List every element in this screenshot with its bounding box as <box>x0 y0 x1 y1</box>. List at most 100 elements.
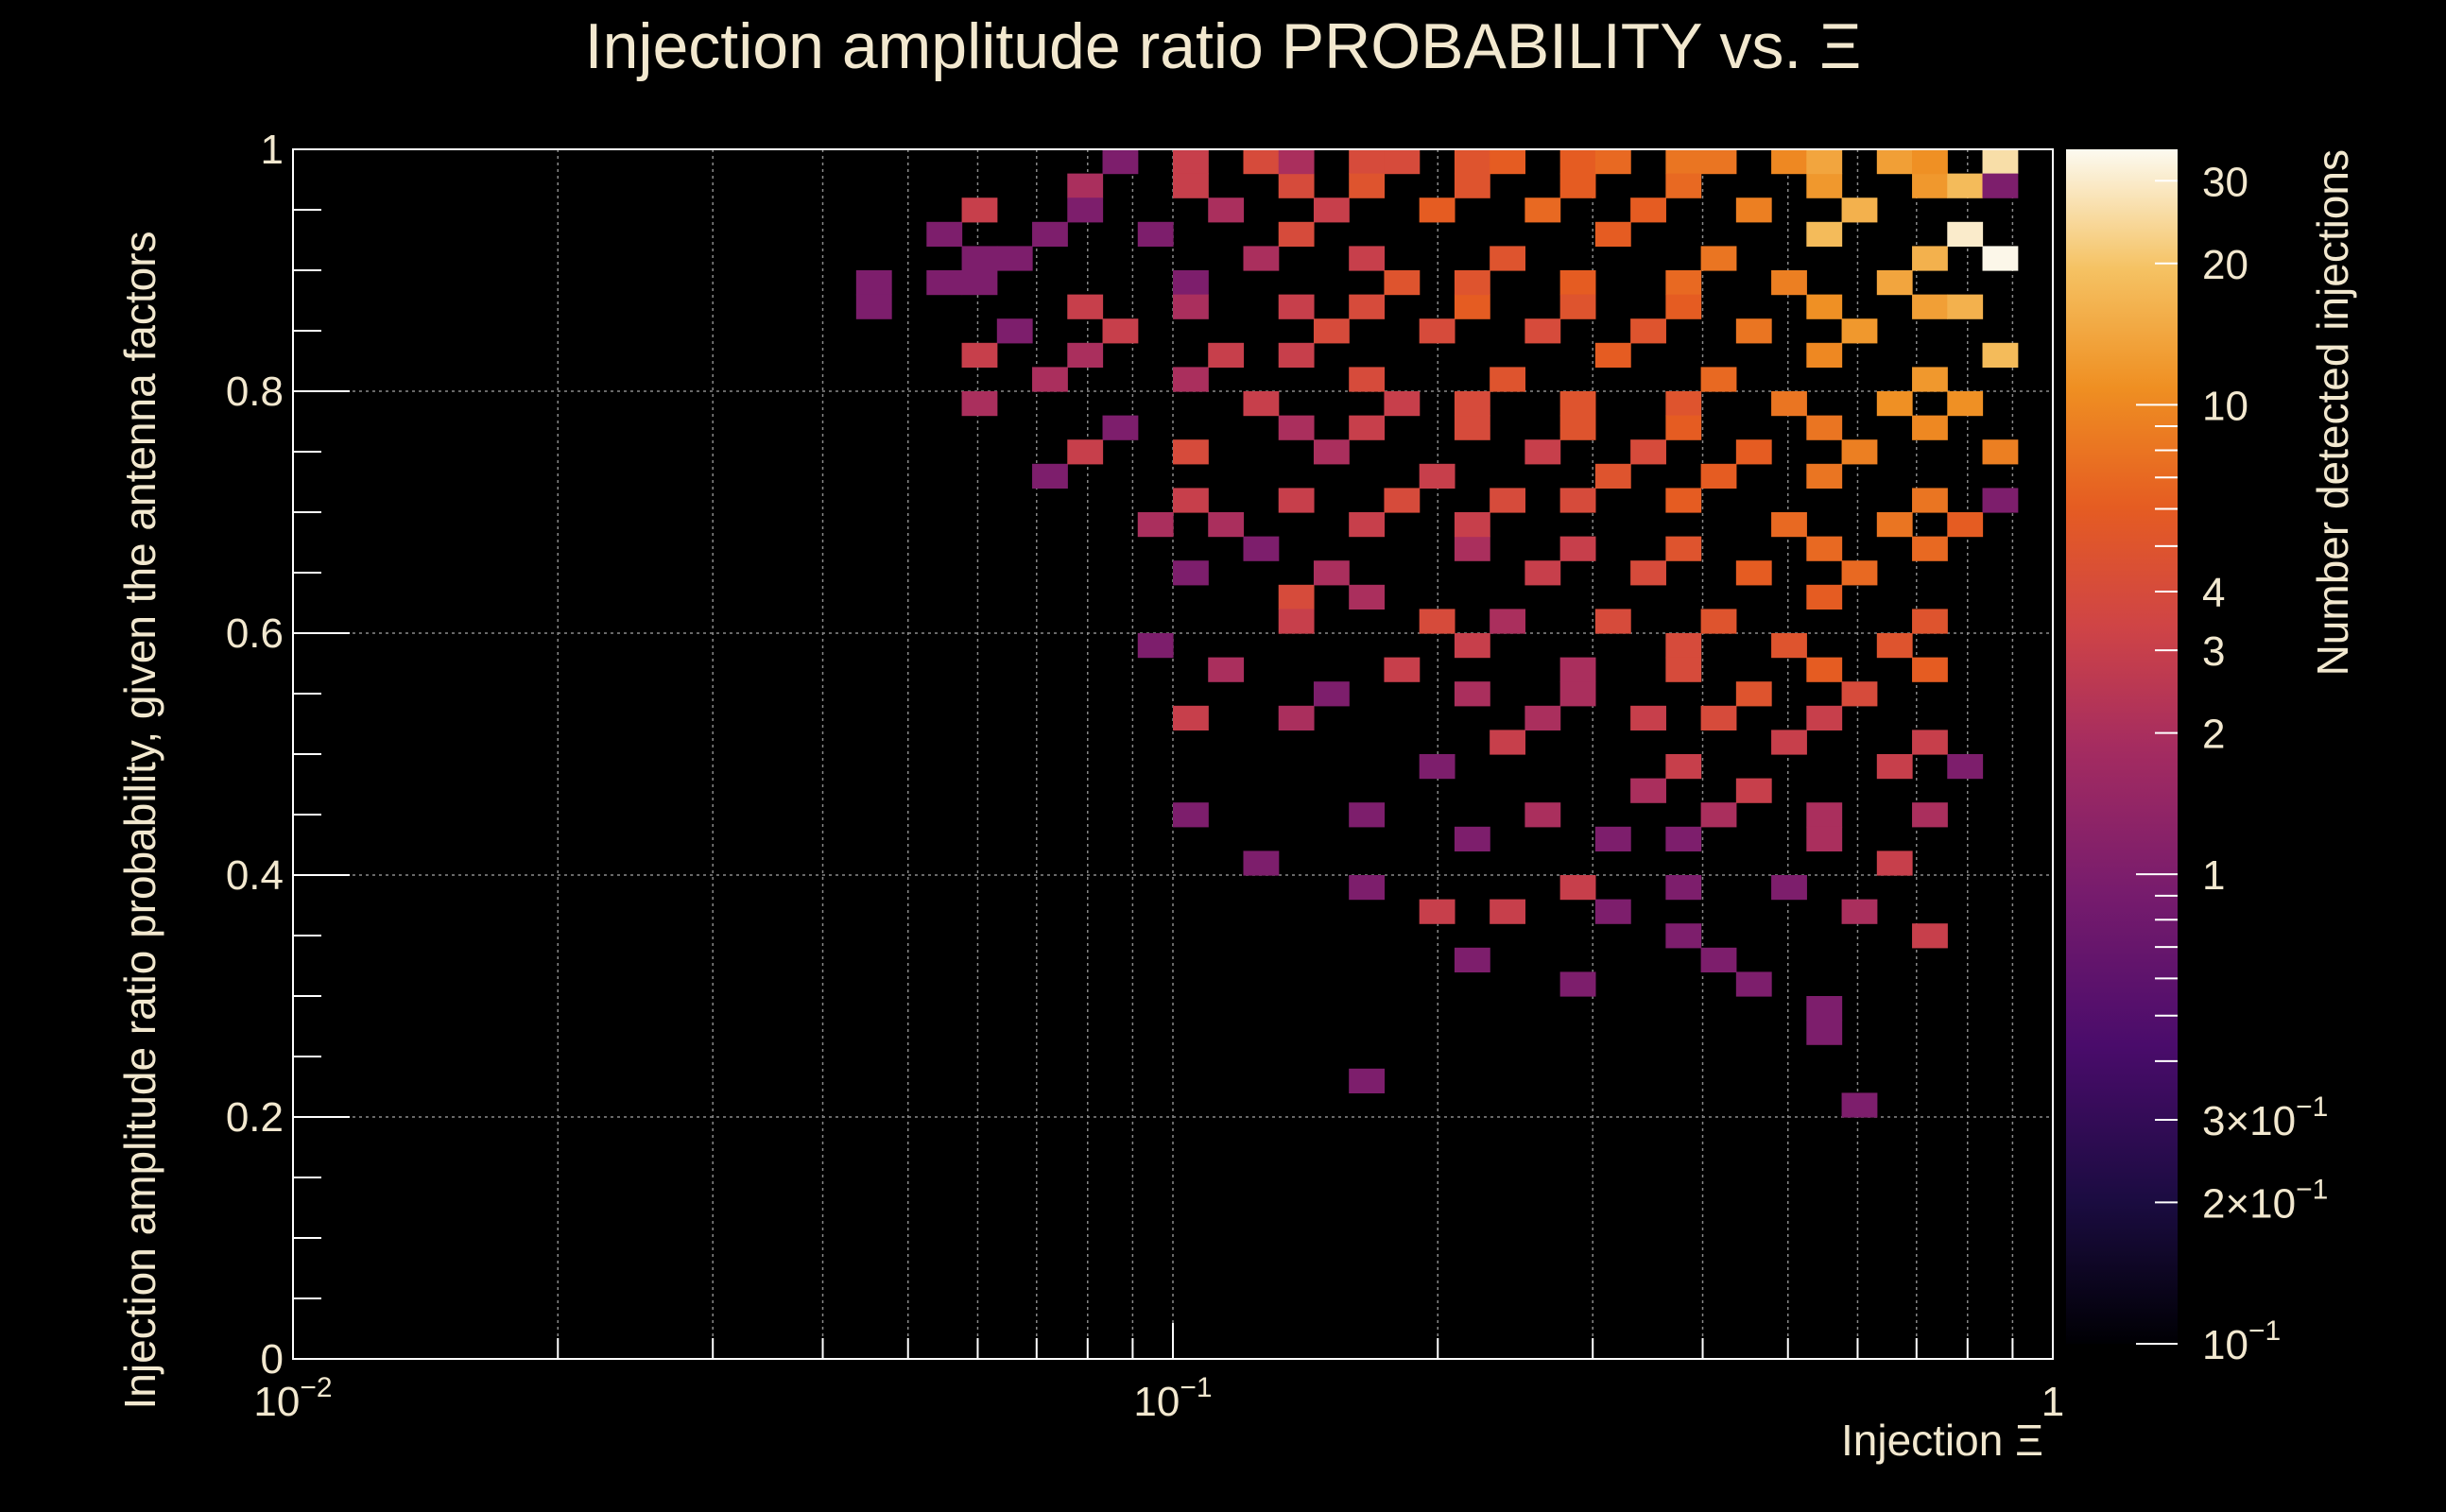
y-tick-label: 0 <box>261 1336 284 1383</box>
heatmap-cell <box>1524 560 1561 586</box>
heatmap-cell <box>1630 198 1666 223</box>
heatmap-cell <box>1912 802 1948 828</box>
heatmap-cell <box>1841 681 1878 707</box>
heatmap-cell <box>1278 705 1315 730</box>
heatmap-cell <box>1912 488 1948 513</box>
heatmap-cell <box>1947 221 1984 247</box>
heatmap-cell <box>1278 415 1315 440</box>
heatmap-cell <box>1700 149 1737 175</box>
heatmap-cell <box>1313 198 1350 223</box>
heatmap-cell <box>1454 512 1490 538</box>
heatmap-cell <box>1384 488 1421 513</box>
y-tick-label: 0.8 <box>226 369 284 415</box>
heatmap-cell <box>1243 246 1280 271</box>
heatmap-cell <box>1594 463 1631 489</box>
heatmap-cell <box>1349 149 1386 175</box>
colorbar-tick-label: 1 <box>2202 852 2225 899</box>
heatmap-cell <box>1806 705 1843 730</box>
heatmap-cell <box>1524 802 1561 828</box>
heatmap-cell <box>1735 198 1772 223</box>
y-axis-title: Injection amplitude ratio probability, g… <box>115 231 164 1409</box>
heatmap-cell <box>1173 488 1209 513</box>
heatmap-cell <box>1665 415 1702 440</box>
heatmap-cell <box>1454 536 1490 561</box>
heatmap-cell <box>1771 270 1807 296</box>
heatmap-cell <box>1700 609 1737 634</box>
heatmap-cell <box>1630 778 1666 803</box>
heatmap-cell <box>1630 318 1666 344</box>
heatmap-cell <box>1559 971 1596 997</box>
heatmap-cell <box>1912 657 1948 682</box>
heatmap-cell <box>1559 149 1596 175</box>
heatmap-cell <box>1102 318 1139 344</box>
heatmap-cell <box>1665 488 1702 513</box>
heatmap-cell <box>1278 173 1315 198</box>
heatmap-cell <box>1208 342 1245 368</box>
heatmap-cell <box>1630 705 1666 730</box>
heatmap-cell <box>1806 536 1843 561</box>
heatmap-cell <box>1771 633 1807 659</box>
heatmap-cell <box>1735 439 1772 465</box>
heatmap-cell <box>1876 149 1913 175</box>
heatmap-cell <box>1349 415 1386 440</box>
heatmap-cell <box>1841 198 1878 223</box>
heatmap-cell <box>1278 149 1315 175</box>
heatmap-cell <box>1806 1020 1843 1045</box>
colorbar-tick-label: 3 <box>2202 628 2225 675</box>
heatmap-cell <box>1208 198 1245 223</box>
colorbar-title: Number detected injections <box>2308 149 2357 676</box>
heatmap-cell <box>1735 681 1772 707</box>
x-axis-title: Injection Ξ <box>1841 1416 2043 1465</box>
colorbar-tick-label: 3×10−1 <box>2202 1091 2328 1144</box>
heatmap-cell <box>1454 633 1490 659</box>
heatmap-cell <box>1454 270 1490 296</box>
heatmap-cell <box>1349 512 1386 538</box>
heatmap-cell <box>1067 439 1104 465</box>
heatmap-cell <box>1912 173 1948 198</box>
y-tick-label: 0.2 <box>226 1094 284 1141</box>
heatmap-cell <box>1665 657 1702 682</box>
heatmap-cell <box>1665 826 1702 851</box>
heatmap-cell <box>1173 270 1209 296</box>
heatmap-cell <box>1594 342 1631 368</box>
heatmap-cell <box>1524 439 1561 465</box>
colorbar-tick-label: 10 <box>2202 383 2248 429</box>
heatmap-cell <box>1806 294 1843 319</box>
heatmap-cell <box>1594 221 1631 247</box>
heatmap-cell <box>1137 633 1174 659</box>
heatmap-cell <box>1278 609 1315 634</box>
colorbar-tick-label: 2×10−1 <box>2202 1174 2328 1227</box>
heatmap-cell <box>1700 947 1737 972</box>
heatmap-cell <box>1841 439 1878 465</box>
heatmap-cell <box>1665 270 1702 296</box>
heatmap-cell <box>1349 875 1386 901</box>
heatmap-cell <box>1490 488 1525 513</box>
heatmap-cell <box>1806 802 1843 828</box>
heatmap-cell <box>1032 367 1068 392</box>
heatmap-cell <box>1700 705 1737 730</box>
heatmap-cell <box>1665 536 1702 561</box>
heatmap-cell <box>996 318 1033 344</box>
heatmap-cell <box>1524 318 1561 344</box>
heatmap-cell <box>1912 536 1948 561</box>
heatmap-cell <box>1313 318 1350 344</box>
heatmap-cell <box>1735 560 1772 586</box>
heatmap-cell <box>1665 149 1702 175</box>
heatmap-cell <box>1912 246 1948 271</box>
colorbar <box>2066 149 2178 1344</box>
heatmap-cell <box>1594 826 1631 851</box>
heatmap-cell <box>1912 149 1948 175</box>
heatmap-cell <box>1454 294 1490 319</box>
heatmap-cell <box>1173 149 1209 175</box>
heatmap-cell <box>1559 294 1596 319</box>
heatmap-cell <box>1313 439 1350 465</box>
heatmap-cell <box>1912 923 1948 949</box>
heatmap-cell <box>1806 149 1843 175</box>
heatmap-cell <box>1419 463 1456 489</box>
colorbar-ticks: 10−1 2×10−1 3×10−1 1 2 3 4 10 20 30 <box>2136 159 2328 1368</box>
heatmap-cell <box>1278 488 1315 513</box>
heatmap-cell <box>1700 246 1737 271</box>
heatmap-cell <box>1349 246 1386 271</box>
heatmap-cell <box>1982 149 2019 175</box>
